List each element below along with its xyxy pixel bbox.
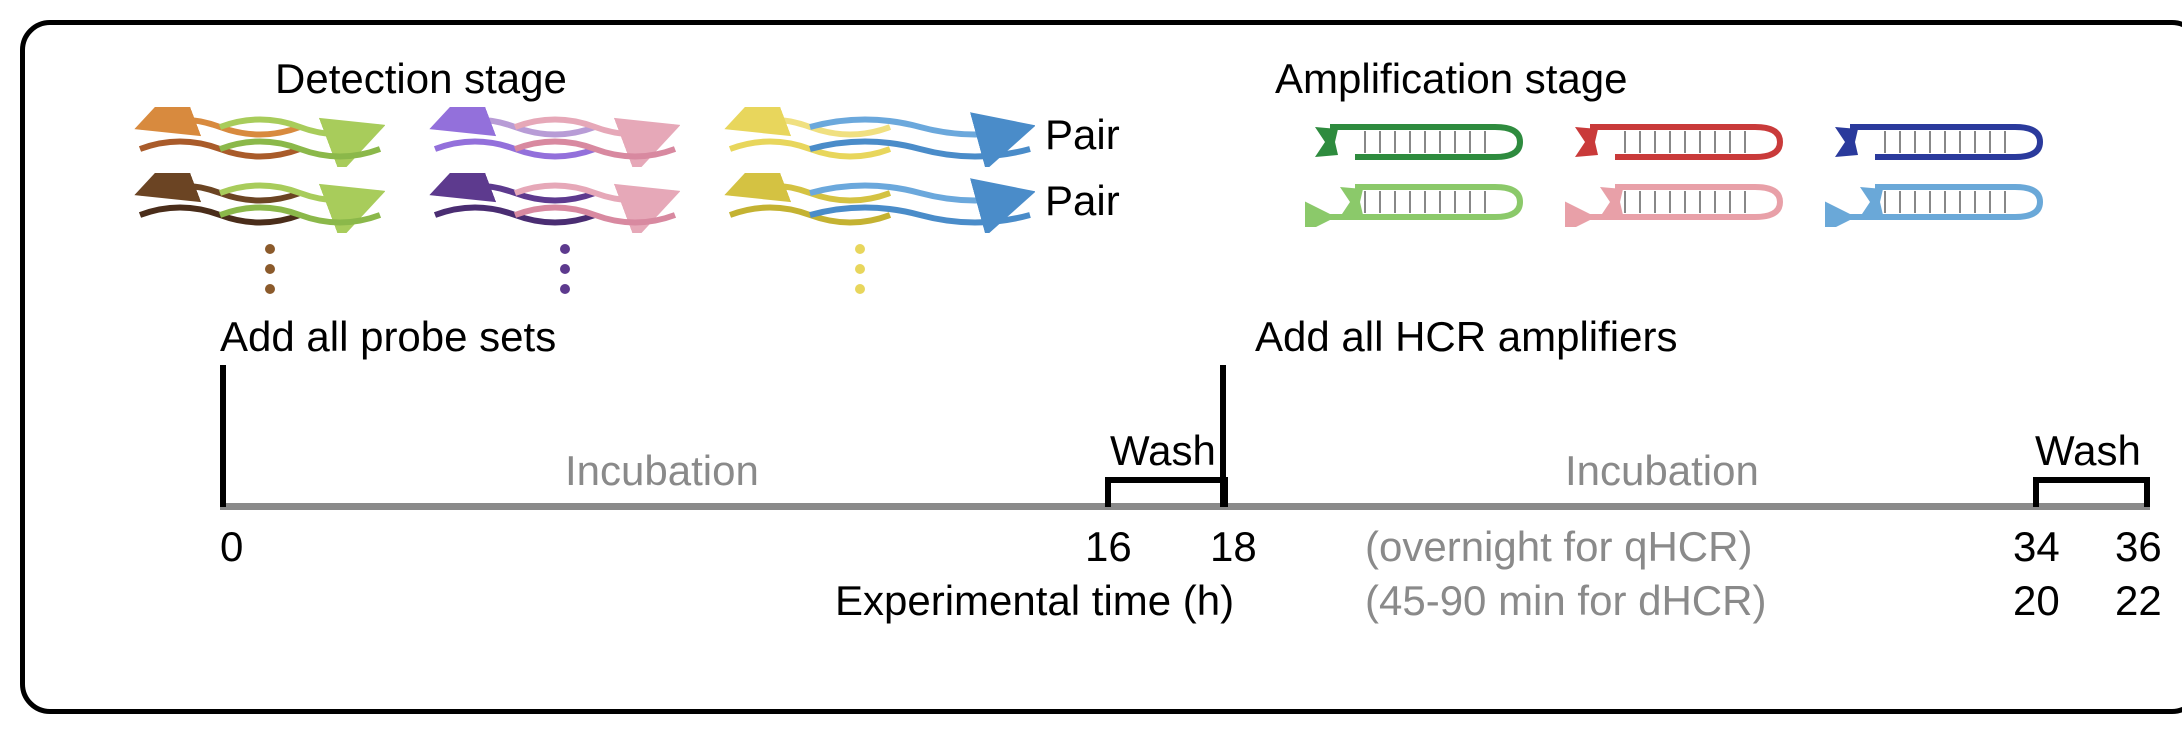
tick-label-20: 20: [2013, 577, 2060, 625]
hairpin-green-dark: [1305, 117, 1535, 167]
detection-title: Detection stage: [275, 55, 567, 103]
ellipsis-1: [260, 239, 280, 299]
tick-label-18: 18: [1210, 523, 1257, 571]
hairpin-green-light: [1305, 177, 1535, 227]
tick-label-16: 16: [1085, 523, 1132, 571]
wash-bracket-1: [1105, 477, 1235, 512]
pair-label-1: Pair: [1045, 111, 1120, 159]
add-amplifiers-label: Add all HCR amplifiers: [1255, 313, 1677, 361]
wash-1-label: Wash: [1110, 427, 1216, 475]
hairpin-pink: [1565, 177, 1795, 227]
ellipsis-2: [555, 239, 575, 299]
pair-label-2: Pair: [1045, 177, 1120, 225]
probe-2-2: [420, 173, 680, 233]
probe-1-1: [125, 107, 385, 167]
probe-3-2: [715, 173, 1035, 233]
incubation-1-label: Incubation: [565, 447, 759, 495]
tick-label-36: 36: [2115, 523, 2162, 571]
tick-label-0: 0: [220, 523, 243, 571]
amplification-title: Amplification stage: [1275, 55, 1628, 103]
diagram-frame: Detection stage Amplification stage Pair…: [20, 20, 2182, 714]
tick-0: [220, 365, 226, 507]
hairpin-red: [1565, 117, 1795, 167]
ellipsis-3: [850, 239, 870, 299]
tick-label-34: 34: [2013, 523, 2060, 571]
probe-2-1: [420, 107, 680, 167]
wash-bracket-2: [2033, 477, 2163, 512]
hairpin-blue-dark: [1825, 117, 2055, 167]
note-qhcr: (overnight for qHCR): [1365, 523, 1752, 571]
tick-label-22: 22: [2115, 577, 2162, 625]
add-probes-label: Add all probe sets: [220, 313, 556, 361]
wash-2-label: Wash: [2035, 427, 2141, 475]
hairpin-blue-light: [1825, 177, 2055, 227]
probe-3-1: [715, 107, 1035, 167]
probe-1-2: [125, 173, 385, 233]
note-dhcr: (45-90 min for dHCR): [1365, 577, 1766, 625]
incubation-2-label: Incubation: [1565, 447, 1759, 495]
exp-time-label: Experimental time (h): [835, 577, 1234, 625]
